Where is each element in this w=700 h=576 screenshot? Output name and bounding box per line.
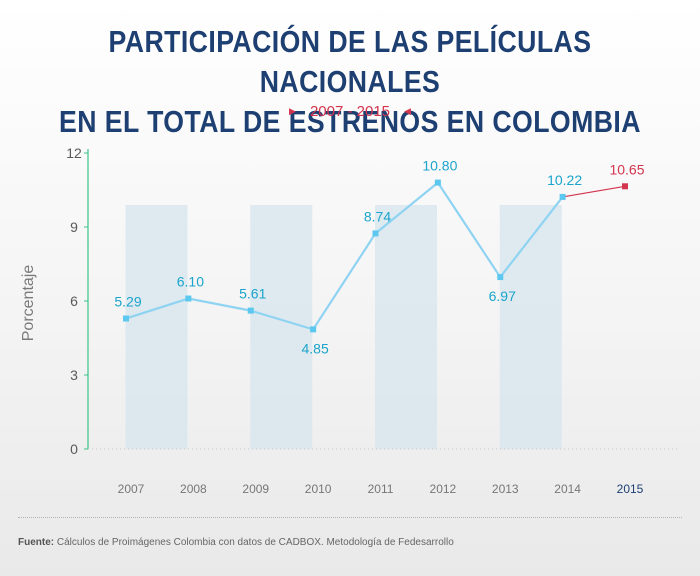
subtitle-text: 2007 - 2015 (309, 103, 391, 120)
x-tick-label: 2012 (430, 482, 457, 496)
data-point (559, 193, 566, 200)
x-tick-label: 2013 (492, 482, 519, 496)
data-label: 8.74 (364, 208, 391, 224)
y-tick-label: 6 (70, 293, 78, 309)
shaded-column-band (125, 205, 188, 449)
x-tick-label: 2015 (617, 482, 644, 496)
x-tick-label: 2014 (554, 482, 581, 496)
series-line-highlight (562, 185, 626, 198)
y-axis-title: Porcentaje (20, 265, 37, 342)
source-note: Fuente: Cálculos de Proimágenes Colombia… (18, 537, 454, 548)
data-label: 6.10 (177, 274, 204, 290)
x-tick-label: 2007 (118, 482, 145, 496)
data-label: 4.85 (302, 340, 329, 356)
x-tick-label: 2009 (242, 482, 269, 496)
data-point (372, 230, 379, 237)
left-arrow-icon: ◀ (404, 106, 411, 116)
data-point (434, 179, 441, 186)
x-tick-label: 2010 (305, 482, 332, 496)
data-label: 10.22 (547, 172, 582, 188)
data-label: 10.65 (609, 161, 644, 177)
data-point (247, 307, 254, 314)
data-point (622, 183, 628, 190)
y-tick-label: 9 (70, 219, 78, 235)
shaded-column-band (375, 205, 437, 449)
y-tick-label: 0 (70, 441, 78, 457)
chart-title-line1: PARTICIPACIÓN DE LAS PELÍCULAS NACIONALE… (108, 24, 592, 99)
line-chart: 0 3 6 9 12 Porcentaje 2007 2008 2009 2010 2011 2012… (20, 145, 680, 496)
data-point (185, 295, 192, 302)
footer-divider (18, 517, 682, 518)
y-tick-label: 12 (66, 145, 82, 161)
source-text: Cálculos de Proimágenes Colombia con dat… (54, 537, 454, 548)
data-point (497, 274, 504, 281)
x-tick-label: 2011 (368, 482, 394, 496)
source-label: Fuente: (18, 537, 55, 548)
data-label: 6.97 (489, 288, 516, 304)
y-tick-label: 3 (70, 367, 78, 383)
chart-title-line2: EN EL TOTAL DE ESTRENOS EN COLOMBIA (59, 104, 641, 139)
shaded-column-band (499, 205, 562, 449)
data-label: 5.29 (114, 294, 141, 310)
data-point (123, 315, 129, 322)
data-label: 5.61 (239, 286, 266, 302)
right-arrow-icon: ▶ (289, 106, 296, 116)
series-line (125, 180, 564, 331)
data-point (310, 326, 317, 333)
x-tick-label: 2008 (180, 482, 207, 496)
data-label: 10.80 (422, 158, 457, 174)
chart-title: PARTICIPACIÓN DE LAS PELÍCULAS NACIONALE… (49, 22, 651, 142)
chart-subtitle: ▶ 2007 - 2015 ◀ (0, 103, 700, 120)
